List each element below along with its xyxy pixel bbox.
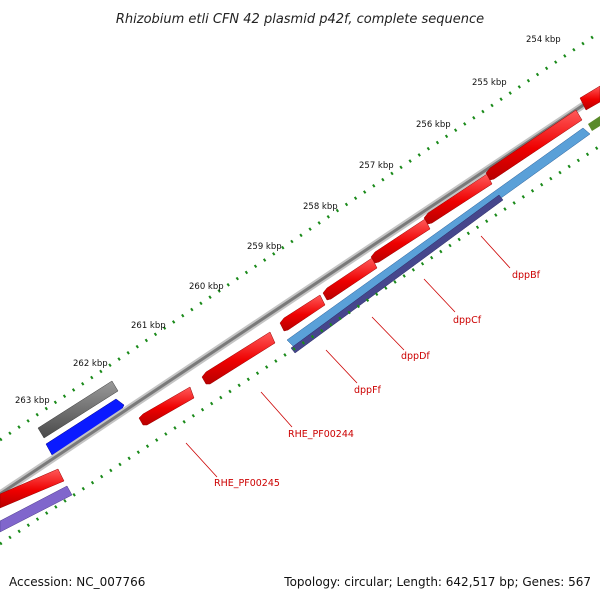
cds-dppbf [423,173,493,225]
cds-rhe-pf00244 [201,331,276,385]
gene-label-dppbf: dppBf [512,270,541,281]
cds-dppdf [322,257,378,301]
kbp-label-261: 261 kbp [131,321,166,331]
cds-upstream [485,109,583,181]
cds-dppff [279,294,326,332]
cds-edge-right [579,85,600,111]
kbp-label-255: 255 kbp [472,78,507,88]
kbp-label-258: 258 kbp [303,202,338,212]
leader-rhe-pf00245 [185,442,218,478]
kbp-scale-labels: 254 kbp 255 kbp 256 kbp 257 kbp 258 kbp … [15,35,561,406]
operon-bands [0,116,600,533]
operon-band-purple [0,485,73,533]
gene-label-dppff: dppFf [354,385,382,396]
operon-band-dark [290,194,504,354]
cds-edge-left [0,468,65,509]
leader-dppff [325,349,358,384]
cds-dppcf [370,218,431,264]
operon-band-green [588,116,600,131]
kbp-label-256: 256 kbp [416,120,451,130]
operon-band-light [286,127,591,348]
gene-gray [37,380,119,439]
kbp-label-259: 259 kbp [247,242,282,252]
kbp-label-254: 254 kbp [526,35,561,45]
kbp-label-263: 263 kbp [15,396,50,406]
gene-label-rhe-pf00244: RHE_PF00244 [288,429,354,440]
gene-label-rhe-pf00245: RHE_PF00245 [214,478,280,489]
gene-label-dppdf: dppDf [401,351,430,362]
leader-dppdf [371,316,405,351]
left-forward-genes [37,380,125,456]
topology-summary: Topology: circular; Length: 642,517 bp; … [283,575,591,589]
outer-scale-dots [0,30,600,442]
accession-text: Accession: NC_007766 [9,575,145,589]
map-title: Rhizobium etli CFN 42 plasmid p42f, comp… [116,12,484,27]
kbp-label-262: 262 kbp [73,359,108,369]
leader-rhe-pf00244 [260,391,293,428]
kbp-label-257: 257 kbp [359,161,394,171]
leader-dppcf [423,278,456,313]
reverse-cds-row [0,85,600,509]
leader-dppbf [480,235,511,269]
cds-rhe-pf00245 [138,386,195,426]
kbp-label-260: 260 kbp [189,282,224,292]
label-leaders [185,235,511,478]
gene-labels: dppBf dppCf dppDf dppFf RHE_PF00244 RHE_… [214,270,541,489]
gene-label-dppcf: dppCf [453,315,482,326]
backbone-ring [0,91,600,499]
